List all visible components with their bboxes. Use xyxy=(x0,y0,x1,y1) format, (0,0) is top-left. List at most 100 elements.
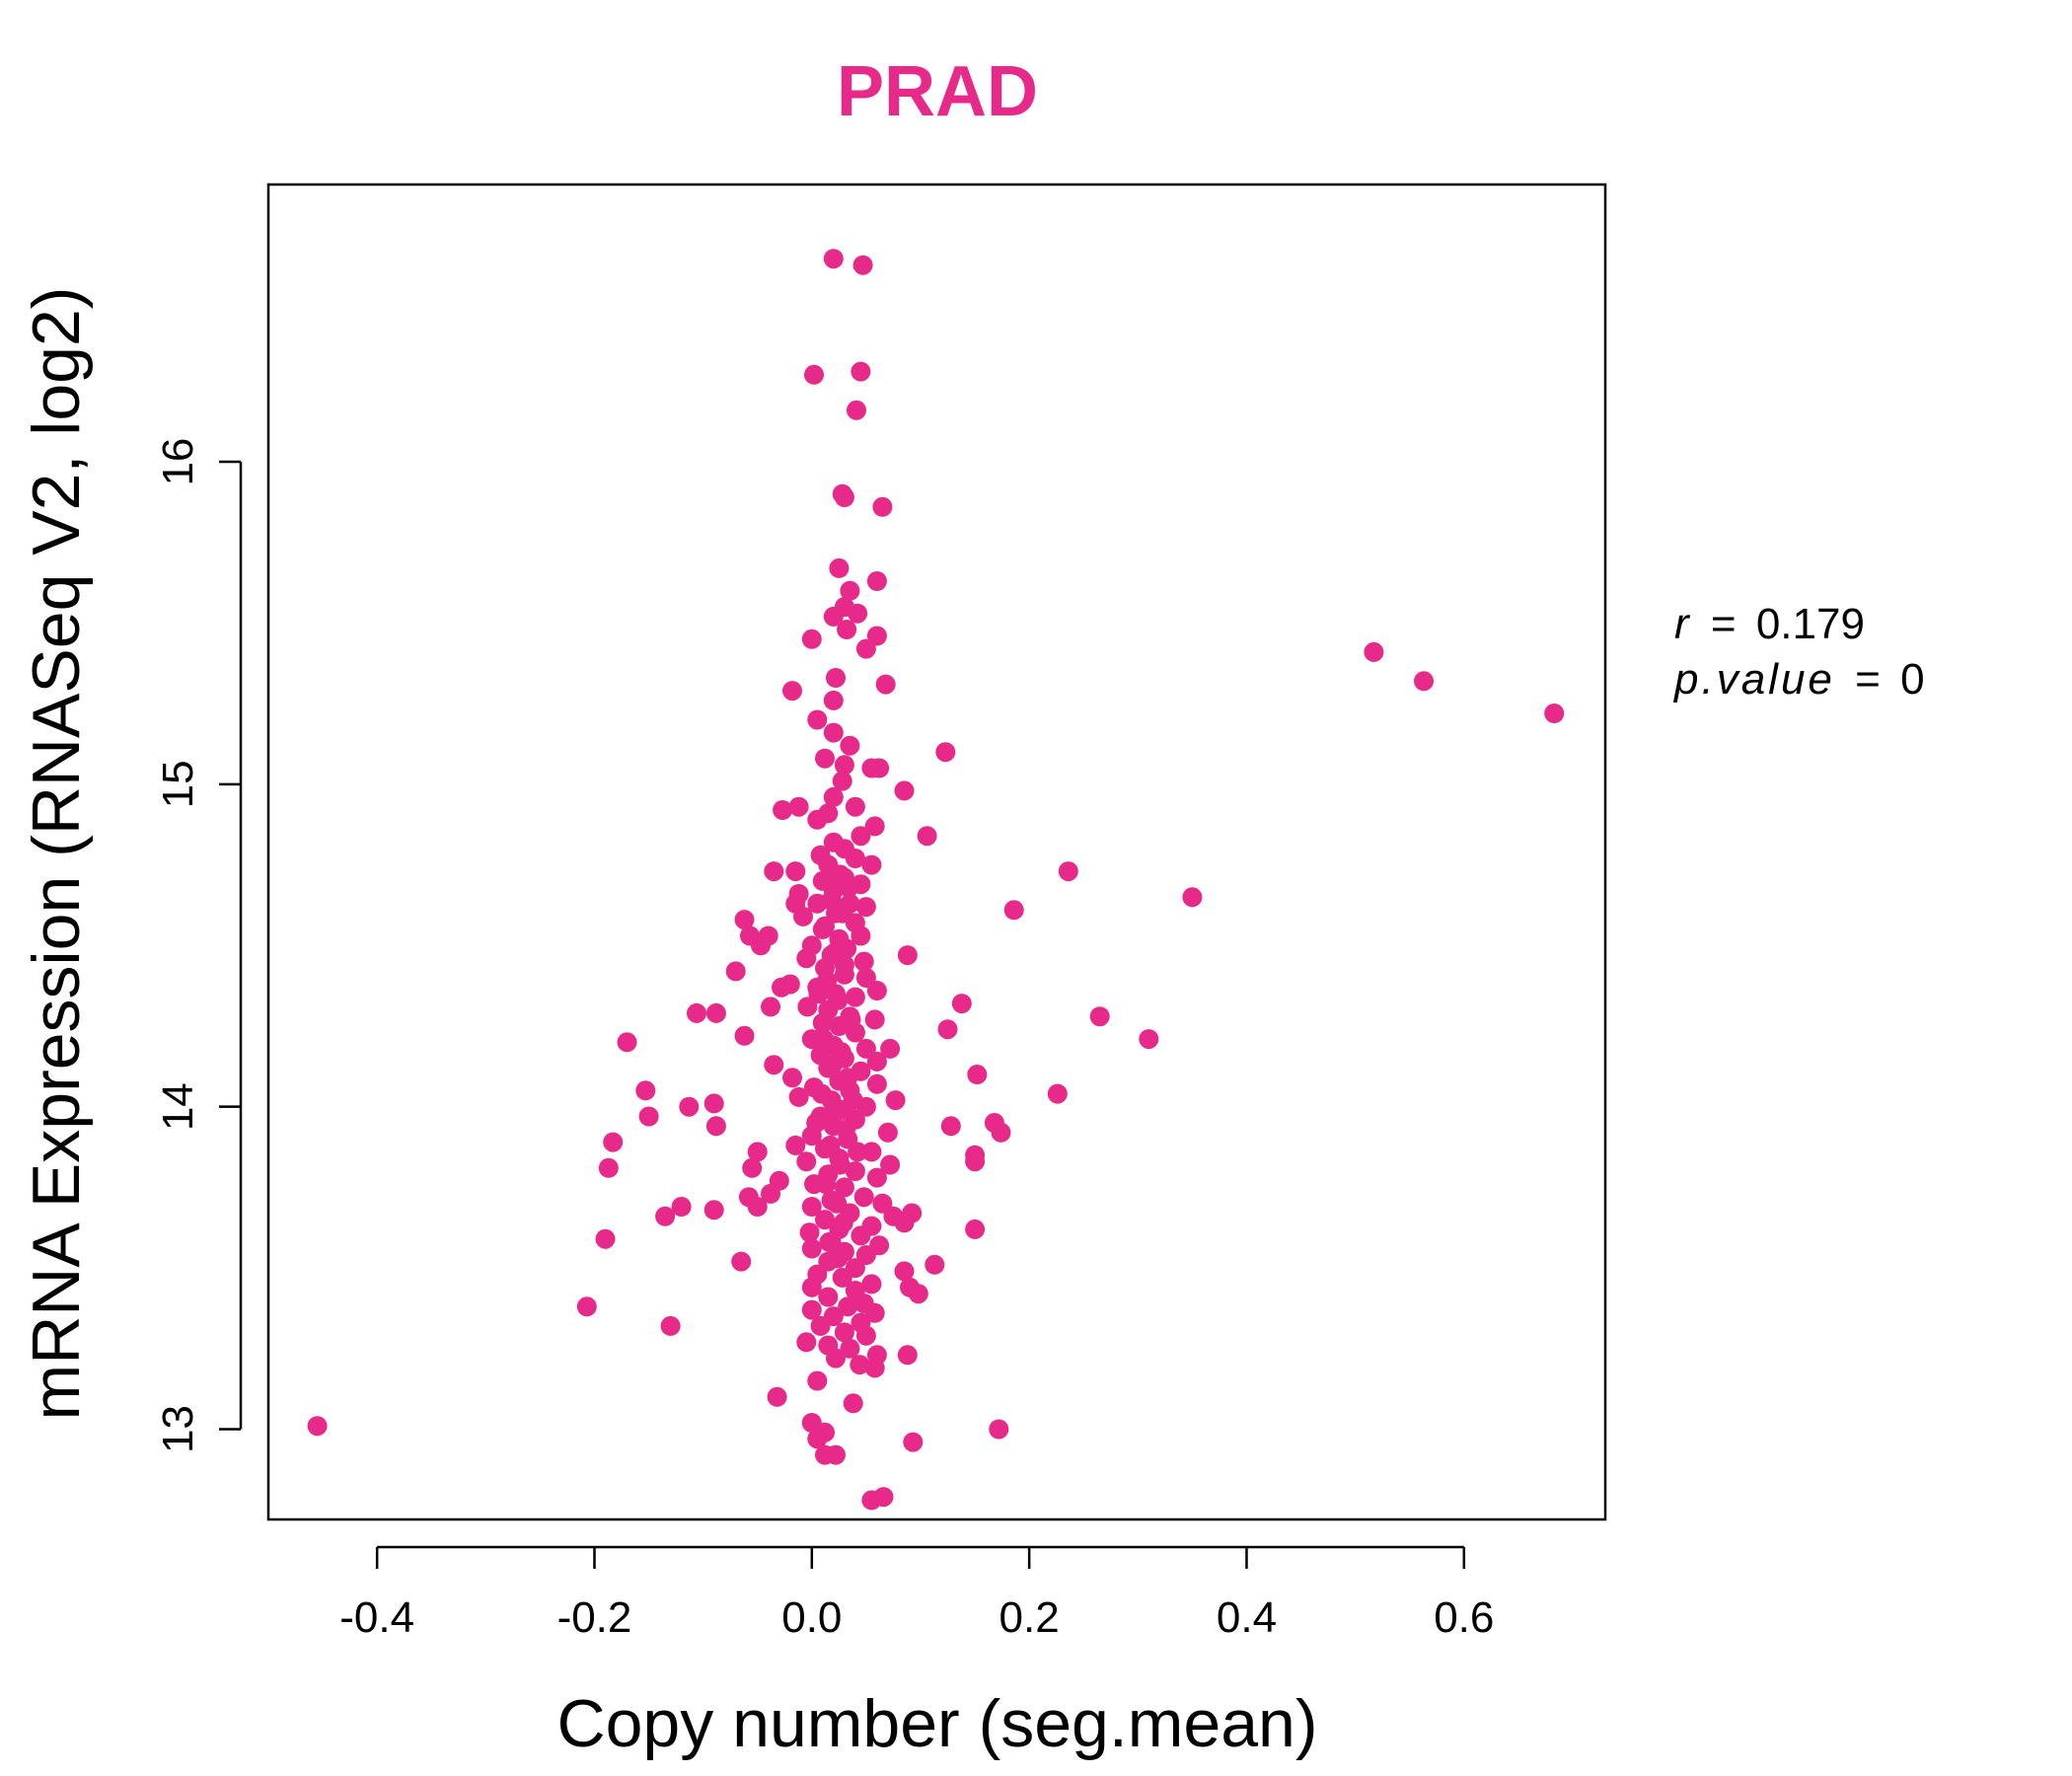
data-point xyxy=(832,1267,852,1288)
plot-frame xyxy=(266,183,1607,1521)
data-point xyxy=(807,709,828,730)
y-tick-label: 15 xyxy=(154,760,202,808)
data-point xyxy=(851,826,871,847)
x-tick-label: 0.0 xyxy=(781,1593,842,1642)
data-point xyxy=(827,1193,848,1214)
data-point xyxy=(822,1055,843,1075)
data-point xyxy=(880,1154,901,1175)
y-tick-label: 13 xyxy=(154,1405,202,1453)
data-point xyxy=(660,1315,681,1336)
data-point xyxy=(845,796,865,817)
y-axis-title: mRNA Expression (RNASeq V2, log2) xyxy=(19,287,94,1421)
r-symbol: r xyxy=(1674,600,1691,648)
data-point xyxy=(866,981,887,1000)
r-equals: = xyxy=(1711,600,1737,648)
data-point xyxy=(834,755,854,776)
data-point xyxy=(869,758,890,778)
data-point xyxy=(764,861,784,882)
data-point xyxy=(826,1444,846,1465)
data-point xyxy=(806,1113,827,1133)
data-point xyxy=(828,1248,849,1269)
data-point xyxy=(864,1358,885,1378)
data-point xyxy=(818,1287,839,1307)
data-point xyxy=(826,1348,846,1369)
data-point xyxy=(885,1090,906,1111)
data-point xyxy=(1003,900,1024,921)
x-axis: -0.4 -0.2 0.0 0.2 0.4 0.6 xyxy=(339,1545,1494,1642)
data-point xyxy=(851,1225,871,1246)
data-point xyxy=(705,1116,726,1137)
data-point xyxy=(782,681,802,702)
data-point xyxy=(1058,861,1078,882)
data-point xyxy=(812,919,833,939)
data-point xyxy=(864,1009,885,1030)
data-point xyxy=(801,1277,822,1297)
data-points xyxy=(307,249,1565,1511)
x-tick-label: -0.4 xyxy=(339,1593,414,1642)
data-point xyxy=(866,1167,887,1188)
data-point xyxy=(687,1002,706,1023)
data-point xyxy=(991,1122,1011,1143)
data-point xyxy=(897,1345,918,1366)
p-stat: p.value = 0 xyxy=(1672,655,1925,703)
data-point xyxy=(841,1009,861,1030)
data-point xyxy=(635,1080,656,1101)
data-point xyxy=(671,1197,692,1217)
p-value: 0 xyxy=(1900,655,1924,703)
data-point xyxy=(1139,1029,1159,1050)
data-point xyxy=(821,890,842,911)
data-point xyxy=(864,1302,885,1323)
data-point xyxy=(989,1419,1009,1440)
data-point xyxy=(845,849,865,868)
data-point xyxy=(807,809,828,830)
correlation-stats: r = 0.179 p.value = 0 xyxy=(1672,600,1925,703)
data-point xyxy=(819,1231,840,1252)
data-point xyxy=(751,935,771,956)
data-point xyxy=(847,400,866,420)
data-point xyxy=(829,557,850,578)
data-point xyxy=(801,1197,822,1217)
data-point xyxy=(595,1228,616,1249)
data-point xyxy=(866,1051,887,1072)
data-point xyxy=(848,603,868,624)
data-point xyxy=(703,1093,724,1114)
data-point xyxy=(940,1116,961,1137)
r-value: 0.179 xyxy=(1756,600,1865,648)
data-point xyxy=(832,771,852,791)
data-point xyxy=(894,1261,915,1282)
data-point xyxy=(603,1132,624,1152)
data-point xyxy=(852,255,873,275)
data-point xyxy=(845,1161,865,1181)
data-point xyxy=(797,997,818,1017)
data-point xyxy=(866,571,887,591)
data-point xyxy=(853,1187,874,1208)
data-point xyxy=(742,1157,763,1178)
data-point xyxy=(851,925,871,946)
y-tick-label: 16 xyxy=(154,438,202,486)
data-point xyxy=(767,1386,787,1407)
data-point xyxy=(897,945,918,966)
data-point xyxy=(965,1151,986,1172)
data-point xyxy=(796,948,817,969)
data-point xyxy=(894,1213,915,1233)
data-point xyxy=(840,735,860,756)
data-point xyxy=(834,1322,854,1343)
data-point xyxy=(703,1200,724,1221)
data-point xyxy=(801,1238,822,1259)
data-point xyxy=(832,903,852,924)
data-point xyxy=(838,1296,858,1317)
data-point xyxy=(840,1338,860,1359)
data-point xyxy=(772,977,791,998)
data-point xyxy=(967,1065,988,1084)
data-point xyxy=(850,1355,870,1375)
data-point xyxy=(872,1193,893,1214)
data-point xyxy=(734,910,755,930)
data-point xyxy=(820,1135,841,1155)
data-point xyxy=(864,816,885,837)
data-point xyxy=(894,780,915,801)
data-point xyxy=(903,1432,924,1452)
data-point xyxy=(761,997,780,1017)
data-point xyxy=(307,1416,328,1437)
data-point xyxy=(734,1025,755,1046)
